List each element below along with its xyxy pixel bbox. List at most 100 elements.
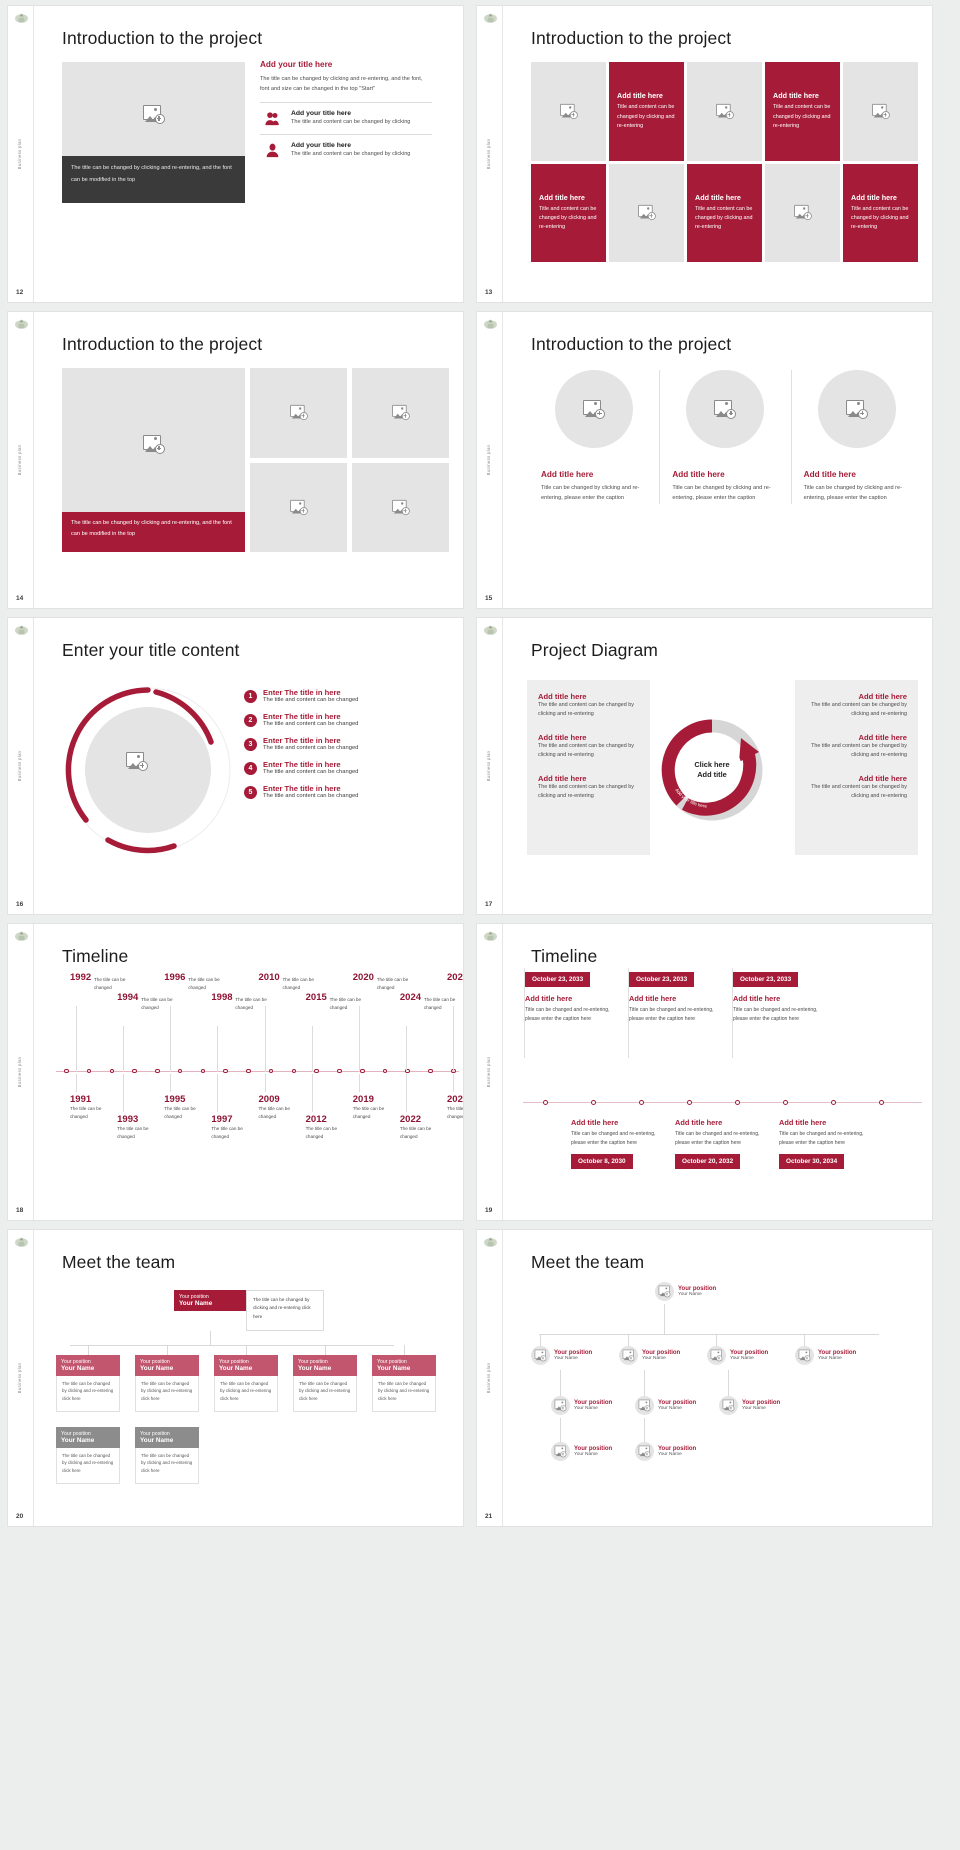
timeline-card-top[interactable]: October 23, 2033 Add title here Title can … — [732, 968, 826, 1058]
avatar[interactable] — [635, 1442, 654, 1461]
info-column[interactable]: Add title here Title can be changed by c… — [659, 370, 790, 504]
slide-19[interactable]: Business plan 19 Timeline October 23, 20… — [477, 924, 932, 1220]
slide-20[interactable]: Business plan 20 Meet the team Your posi… — [8, 1230, 463, 1526]
timeline-node[interactable] — [687, 1099, 692, 1105]
timeline-card-bottom[interactable]: Add title here Title can be changed and r… — [675, 1118, 768, 1169]
avatar[interactable] — [655, 1282, 674, 1301]
panel-block[interactable]: Add title here The title and content can… — [806, 733, 907, 761]
timeline-node[interactable] — [314, 1068, 319, 1074]
image-placeholder[interactable] — [62, 62, 245, 167]
timeline-node[interactable] — [64, 1068, 69, 1074]
timeline-node[interactable] — [155, 1068, 160, 1074]
timeline-card-bottom[interactable]: Add title here Title can be changed and r… — [779, 1118, 872, 1169]
slide-13[interactable]: Business plan 13 Introduction to the pro… — [477, 6, 932, 302]
slide-14[interactable]: Business plan 14 Introduction to the pro… — [8, 312, 463, 608]
list-item[interactable]: 1 Enter The title in here The title and … — [244, 688, 453, 703]
timeline-card-top[interactable]: October 23, 2033 Add title here Title can … — [628, 968, 722, 1058]
timeline-node[interactable] — [591, 1099, 596, 1105]
avatar[interactable] — [707, 1346, 726, 1365]
team-node[interactable]: Your position Your Name — [551, 1396, 612, 1415]
timeline-node[interactable] — [543, 1099, 548, 1105]
panel-block[interactable]: Add title here The title and content can… — [806, 774, 907, 802]
panel-block[interactable]: Add title here The title and content can… — [806, 692, 907, 720]
avatar[interactable] — [531, 1346, 550, 1365]
team-card[interactable]: Your position Your Name The title can be c… — [135, 1355, 199, 1412]
tile-text[interactable]: Add title here Title and content can be … — [609, 62, 684, 161]
timeline-node[interactable] — [246, 1068, 251, 1074]
slide-18[interactable]: Business plan 18 Timeline 1992 The title … — [8, 924, 463, 1220]
slide-16[interactable]: Business plan 16 Enter your title conten… — [8, 618, 463, 914]
team-card[interactable]: Your position Your Name The title can be c… — [135, 1427, 199, 1484]
timeline-node[interactable] — [831, 1099, 836, 1105]
team-node[interactable]: Your position Your Name — [795, 1346, 856, 1365]
panel-block[interactable]: Add title here The title and content can… — [538, 692, 639, 720]
list-item[interactable]: 2 Enter The title in here The title and … — [244, 712, 453, 727]
team-card[interactable]: Your position Your Name The title can be c… — [56, 1427, 120, 1484]
timeline-node[interactable] — [879, 1099, 884, 1105]
image-placeholder[interactable] — [555, 370, 634, 448]
avatar[interactable] — [619, 1346, 638, 1365]
timeline-node[interactable] — [359, 1068, 365, 1074]
timeline-node[interactable] — [783, 1099, 788, 1105]
timeline-card-top[interactable]: October 23, 2033 Add title here Title can … — [524, 968, 618, 1058]
list-item[interactable]: 4 Enter The title in here The title and … — [244, 760, 453, 775]
timeline-node[interactable] — [86, 1068, 92, 1074]
image-placeholder[interactable] — [686, 370, 765, 448]
team-node[interactable]: Your position Your Name — [719, 1396, 780, 1415]
team-node[interactable]: Your position Your Name — [531, 1346, 592, 1365]
tile-text[interactable]: Add title here Title and content can be … — [687, 163, 762, 262]
image-placeholder[interactable] — [765, 163, 840, 262]
timeline-node[interactable] — [223, 1068, 228, 1074]
team-node[interactable]: Your position Your Name — [707, 1346, 768, 1365]
image-placeholder[interactable] — [352, 462, 449, 552]
team-card[interactable]: Your position Your Name The title can be c… — [372, 1355, 436, 1412]
panel-block[interactable]: Add title here The title and content can… — [538, 733, 639, 761]
list-item[interactable]: 3 Enter The title in here The title and … — [244, 736, 453, 751]
image-placeholder[interactable] — [126, 752, 148, 771]
timeline-card-bottom[interactable]: Add title here Title can be changed and r… — [571, 1118, 664, 1169]
timeline-node[interactable] — [639, 1099, 644, 1105]
slide-12[interactable]: Business plan 12 Introduction to the pro… — [8, 6, 463, 302]
team-node[interactable]: Your position Your Name — [551, 1442, 612, 1461]
team-node[interactable]: Your position Your Name — [635, 1396, 696, 1415]
slide-17[interactable]: Business plan 17 Project Diagram Add tit… — [477, 618, 932, 914]
timeline-node[interactable] — [291, 1068, 297, 1074]
team-card[interactable]: Your position Your Name The title can be c… — [214, 1355, 278, 1412]
team-node[interactable]: Your position Your Name — [635, 1442, 696, 1461]
timeline-node[interactable] — [132, 1068, 137, 1074]
avatar[interactable] — [719, 1396, 738, 1415]
timeline-node[interactable] — [428, 1068, 433, 1074]
image-placeholder[interactable] — [817, 370, 896, 448]
info-column[interactable]: Add title here Title can be changed by c… — [790, 370, 922, 504]
timeline-node[interactable] — [735, 1099, 740, 1105]
feature-row[interactable]: Add your title here The title and conten… — [260, 101, 432, 127]
image-placeholder[interactable] — [531, 62, 606, 161]
image-placeholder[interactable] — [843, 62, 918, 161]
timeline-node[interactable] — [382, 1068, 388, 1074]
team-node[interactable]: Your position Your Name — [619, 1346, 680, 1365]
team-card[interactable]: Your position Your Name The title can be c… — [293, 1355, 357, 1412]
timeline-node[interactable] — [177, 1068, 183, 1074]
team-card[interactable]: Your position Your Name The title can be c… — [56, 1355, 120, 1412]
root-card[interactable]: Your position Your Name — [174, 1290, 246, 1311]
panel-block[interactable]: Add title here The title and content can… — [538, 774, 639, 802]
avatar[interactable] — [635, 1396, 654, 1415]
image-placeholder[interactable] — [687, 62, 762, 161]
image-placeholder[interactable] — [62, 368, 245, 520]
avatar[interactable] — [551, 1442, 570, 1461]
slide-15[interactable]: Business plan 15 Introduction to the pro… — [477, 312, 932, 608]
tile-text[interactable]: Add title here Title and content can be … — [765, 62, 840, 161]
list-item[interactable]: 5 Enter The title in here The title and … — [244, 784, 453, 799]
image-placeholder[interactable] — [250, 368, 347, 458]
feature-row[interactable]: Add your title here The title and conten… — [260, 134, 432, 159]
timeline-node[interactable] — [200, 1068, 206, 1074]
timeline-node[interactable] — [337, 1068, 342, 1074]
slide-21[interactable]: Business plan 21 Meet the team Your posi… — [477, 1230, 932, 1526]
tile-text[interactable]: Add title here Title and content can be … — [843, 163, 918, 262]
image-placeholder[interactable] — [609, 163, 684, 262]
image-placeholder[interactable] — [352, 368, 449, 458]
info-column[interactable]: Add title here Title can be changed by c… — [529, 370, 659, 504]
image-placeholder[interactable] — [250, 462, 347, 552]
avatar[interactable] — [551, 1396, 570, 1415]
avatar[interactable] — [795, 1346, 814, 1365]
